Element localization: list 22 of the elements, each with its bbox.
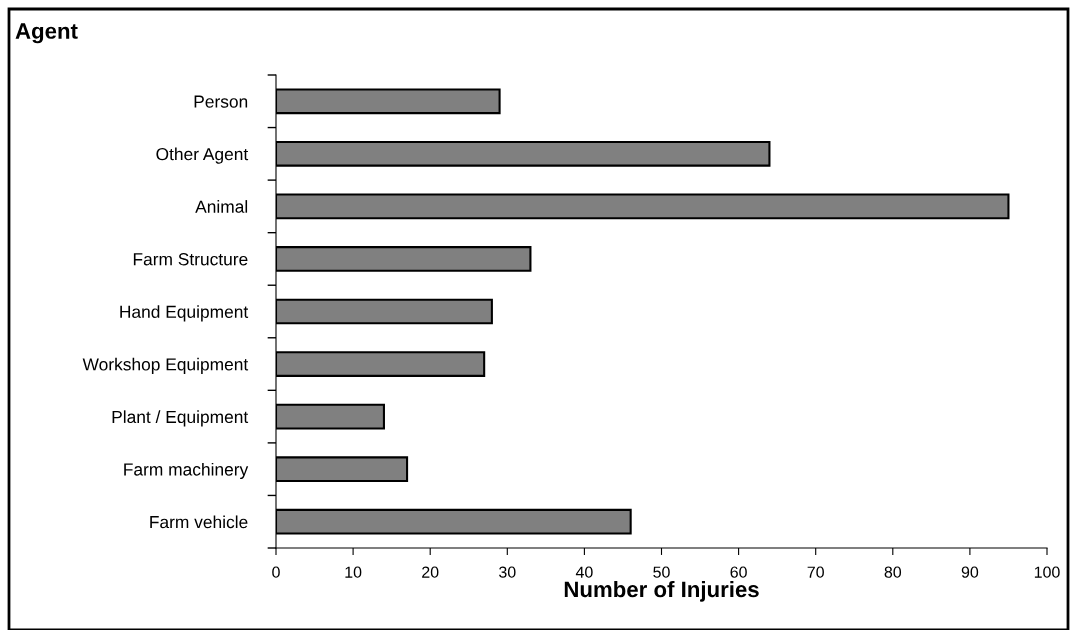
x-tick-label: 50: [653, 566, 670, 578]
y-tick-label: Animal: [195, 200, 248, 213]
x-tick-label: 30: [499, 566, 516, 578]
x-tick-label: 80: [884, 566, 902, 578]
x-tick-label: 0: [272, 566, 280, 578]
x-tick-label: 10: [345, 566, 362, 578]
x-tick-label: 90: [961, 566, 979, 578]
y-tick-label: Plant / Equipment: [112, 410, 249, 427]
x-tick-label: 20: [422, 566, 439, 578]
y-axis-title: Agent: [15, 23, 78, 44]
y-tick-label: Other Agent: [156, 147, 249, 164]
x-tick-label: 60: [730, 566, 747, 578]
y-tick-label: Hand Equipment: [120, 305, 249, 322]
y-tick-label: Farm vehicle: [150, 515, 248, 529]
y-tick-label: Farm machinery: [124, 462, 249, 480]
y-tick-label: Workshop Equipment: [82, 357, 249, 374]
x-tick-label: 40: [575, 566, 593, 578]
y-tick-label: Farm Structure: [133, 253, 248, 266]
x-tick-label: 70: [807, 566, 824, 578]
x-axis-title: Number of Injuries: [564, 580, 759, 602]
y-tick-label: Person: [194, 95, 248, 108]
x-tick-label: 100: [1034, 566, 1060, 578]
